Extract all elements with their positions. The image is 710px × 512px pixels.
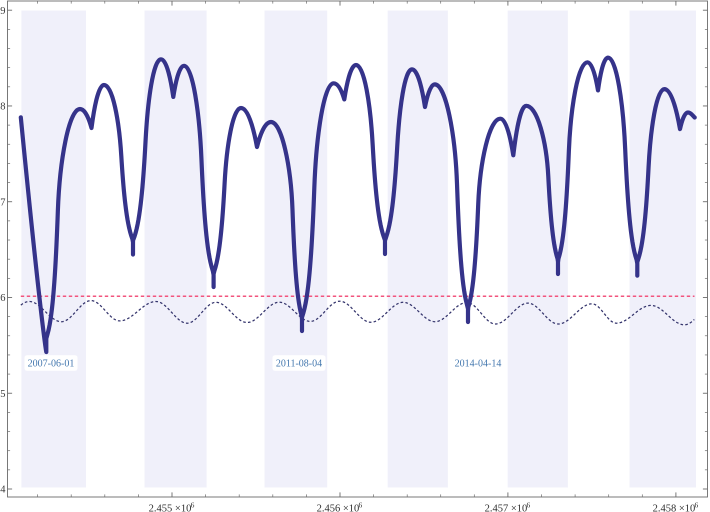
svg-text:6: 6 [527, 501, 531, 510]
svg-text:6: 6 [0, 293, 5, 304]
svg-text:2007-06-01: 2007-06-01 [28, 359, 75, 370]
svg-text:6: 6 [695, 501, 699, 510]
svg-text:5: 5 [0, 389, 5, 400]
svg-text:2011-08-04: 2011-08-04 [276, 359, 322, 370]
svg-text:2.457 ×10: 2.457 ×10 [485, 504, 528, 512]
svg-text:2.458 ×10: 2.458 ×10 [653, 504, 696, 512]
svg-text:6: 6 [191, 501, 195, 510]
svg-text:9: 9 [0, 6, 5, 17]
svg-text:8: 8 [0, 102, 5, 113]
svg-text:2014-04-14: 2014-04-14 [455, 359, 502, 370]
svg-text:4: 4 [0, 485, 6, 496]
svg-text:2.455 ×10: 2.455 ×10 [149, 504, 192, 512]
svg-text:7: 7 [0, 197, 5, 208]
svg-text:2.456 ×10: 2.456 ×10 [317, 504, 360, 512]
svg-text:6: 6 [359, 501, 363, 510]
